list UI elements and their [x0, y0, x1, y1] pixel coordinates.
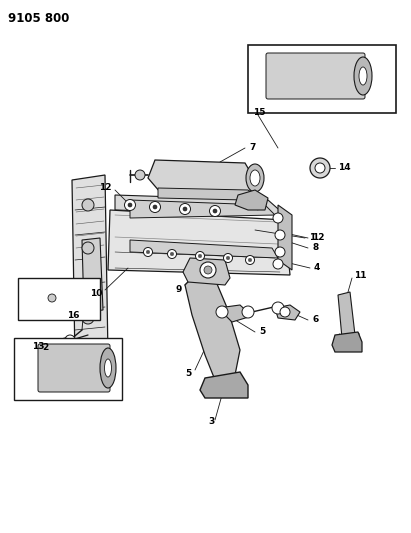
Polygon shape	[200, 372, 248, 398]
Text: 5: 5	[259, 327, 265, 336]
Ellipse shape	[354, 57, 372, 95]
Text: 9: 9	[175, 286, 182, 295]
Text: 12: 12	[312, 233, 325, 243]
Circle shape	[150, 201, 161, 213]
Polygon shape	[158, 188, 258, 210]
Circle shape	[65, 335, 75, 345]
Text: 3: 3	[208, 417, 214, 426]
Text: 2: 2	[42, 343, 48, 352]
Text: 13: 13	[32, 342, 44, 351]
Text: 5: 5	[185, 368, 191, 377]
Bar	[18, 278, 100, 320]
Circle shape	[280, 307, 290, 317]
Circle shape	[224, 254, 233, 262]
Polygon shape	[332, 332, 362, 352]
Circle shape	[170, 252, 174, 256]
Polygon shape	[218, 305, 252, 322]
Text: 7: 7	[249, 143, 255, 152]
Circle shape	[168, 249, 176, 259]
Text: 11: 11	[354, 271, 367, 279]
Polygon shape	[235, 190, 268, 210]
Circle shape	[125, 199, 136, 211]
Text: 14: 14	[338, 164, 351, 173]
Polygon shape	[185, 272, 240, 380]
FancyBboxPatch shape	[266, 53, 365, 99]
Circle shape	[81, 287, 97, 303]
Circle shape	[196, 252, 205, 261]
Circle shape	[310, 158, 330, 178]
Circle shape	[226, 256, 230, 260]
Circle shape	[82, 312, 94, 324]
Circle shape	[245, 255, 254, 264]
Circle shape	[242, 306, 254, 318]
Circle shape	[183, 207, 187, 211]
Text: 1: 1	[309, 233, 315, 243]
Circle shape	[143, 247, 152, 256]
Polygon shape	[115, 195, 285, 215]
Ellipse shape	[359, 67, 367, 85]
Ellipse shape	[100, 348, 116, 388]
Text: 8: 8	[312, 244, 318, 253]
Circle shape	[200, 262, 216, 278]
Text: 6: 6	[312, 316, 318, 325]
Polygon shape	[183, 258, 230, 285]
Circle shape	[135, 170, 145, 180]
Circle shape	[180, 204, 191, 214]
Ellipse shape	[104, 359, 111, 377]
Bar	[248, 45, 396, 113]
Circle shape	[82, 242, 94, 254]
Polygon shape	[72, 175, 108, 360]
Ellipse shape	[250, 170, 260, 186]
Circle shape	[198, 254, 202, 258]
Circle shape	[315, 163, 325, 173]
Circle shape	[146, 250, 150, 254]
Text: 4: 4	[314, 263, 321, 272]
Circle shape	[213, 209, 217, 213]
Polygon shape	[82, 238, 103, 312]
Text: 15: 15	[253, 108, 266, 117]
Text: 10: 10	[90, 288, 102, 297]
Polygon shape	[130, 200, 275, 218]
Ellipse shape	[246, 164, 264, 192]
Circle shape	[216, 306, 228, 318]
Circle shape	[210, 206, 220, 216]
Polygon shape	[130, 240, 278, 258]
Circle shape	[128, 203, 132, 207]
Polygon shape	[275, 305, 300, 320]
FancyBboxPatch shape	[38, 344, 110, 392]
Circle shape	[272, 302, 284, 314]
Circle shape	[61, 338, 69, 346]
Text: 16: 16	[67, 311, 80, 319]
Bar	[14, 338, 122, 400]
Circle shape	[275, 247, 285, 257]
Circle shape	[153, 205, 157, 209]
Circle shape	[248, 258, 252, 262]
Circle shape	[48, 294, 56, 302]
Polygon shape	[278, 205, 292, 270]
Circle shape	[275, 230, 285, 240]
Circle shape	[273, 259, 283, 269]
Circle shape	[82, 199, 94, 211]
Circle shape	[273, 213, 283, 223]
Text: 9105 800: 9105 800	[8, 12, 69, 25]
Polygon shape	[338, 292, 355, 338]
Text: 12: 12	[99, 183, 112, 192]
Polygon shape	[148, 160, 255, 195]
Polygon shape	[108, 210, 290, 275]
Circle shape	[204, 266, 212, 274]
